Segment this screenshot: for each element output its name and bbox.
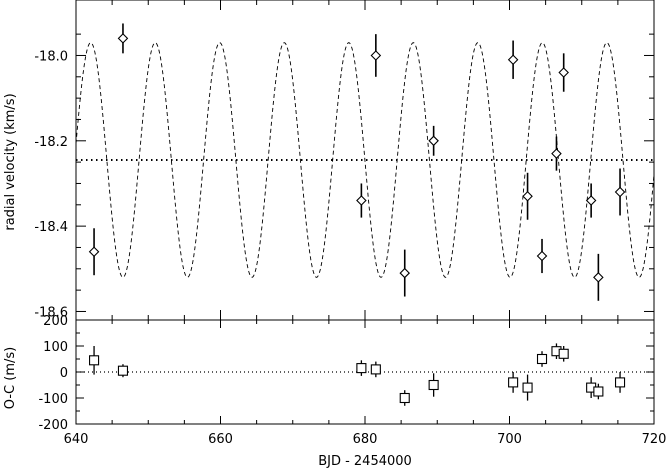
rv-point-diamond xyxy=(593,272,604,283)
x-tick-label: 720 xyxy=(642,432,667,447)
top-y-tick-label: -18.0 xyxy=(34,49,68,64)
rv-point-diamond xyxy=(551,148,562,159)
residual-point-square xyxy=(536,353,548,365)
rv-point-diamond xyxy=(88,246,100,258)
top-y-tick-label: -18.6 xyxy=(34,305,68,320)
residual-point-square xyxy=(614,377,626,388)
residual-point-square xyxy=(428,379,439,391)
x-tick-label: 640 xyxy=(64,432,89,447)
top-y-tick-label: -18.2 xyxy=(34,135,68,150)
rv-point-diamond xyxy=(614,186,626,198)
rv-point-diamond xyxy=(536,250,548,262)
rv-point-diamond xyxy=(356,195,367,206)
bottom-y-tick-label: 100 xyxy=(43,340,68,355)
rv-point-diamond xyxy=(585,195,597,206)
residual-point-square xyxy=(89,355,100,366)
residual-point-square xyxy=(522,382,533,393)
residuals-panel: -200 -100 0 100 200 640 660 680 700 720 O-C (m/s… xyxy=(3,314,666,469)
bottom-y-tick-label: 200 xyxy=(43,314,68,329)
top-x-ticks xyxy=(75,0,655,320)
bottom-y-tick-label: 0 xyxy=(60,366,68,381)
top-y-tick-label: -18.4 xyxy=(34,220,68,235)
bottom-y-axis-label: O-C (m/s) xyxy=(3,347,18,409)
radial-velocity-panel: -18.6 -18.4 -18.2 -18.0 radial velocity (km… xyxy=(3,0,655,321)
residual-data-points xyxy=(89,343,626,406)
x-axis-label: BJD - 2454000 xyxy=(318,454,412,469)
rv-data-points xyxy=(88,23,626,301)
rv-point-diamond xyxy=(522,190,533,202)
residual-point-square xyxy=(508,377,519,388)
x-tick-label: 700 xyxy=(497,432,522,447)
bottom-x-ticks: 640 660 680 700 720 xyxy=(64,320,667,447)
rv-point-diamond xyxy=(370,50,382,61)
residual-point-square xyxy=(558,348,569,359)
residual-point-square xyxy=(593,386,604,397)
residual-point-square xyxy=(117,365,129,376)
x-tick-label: 660 xyxy=(208,432,233,447)
bottom-y-tick-label: -100 xyxy=(38,392,68,407)
bottom-y-tick-label: -200 xyxy=(38,418,68,433)
residual-point-square xyxy=(399,392,410,404)
rv-point-diamond xyxy=(399,267,411,279)
bottom-y-ticks: -200 -100 0 100 200 xyxy=(38,314,654,433)
rv-point-diamond xyxy=(117,33,129,44)
rv-point-diamond xyxy=(428,135,439,147)
top-y-ticks: -18.6 -18.4 -18.2 -18.0 xyxy=(34,33,654,320)
rv-point-diamond xyxy=(558,67,569,78)
rv-point-diamond xyxy=(507,54,519,66)
x-tick-label: 680 xyxy=(353,432,378,447)
residual-point-square xyxy=(370,364,381,375)
top-y-axis-label: radial velocity (km/s) xyxy=(3,93,18,230)
residual-point-square xyxy=(356,363,367,374)
